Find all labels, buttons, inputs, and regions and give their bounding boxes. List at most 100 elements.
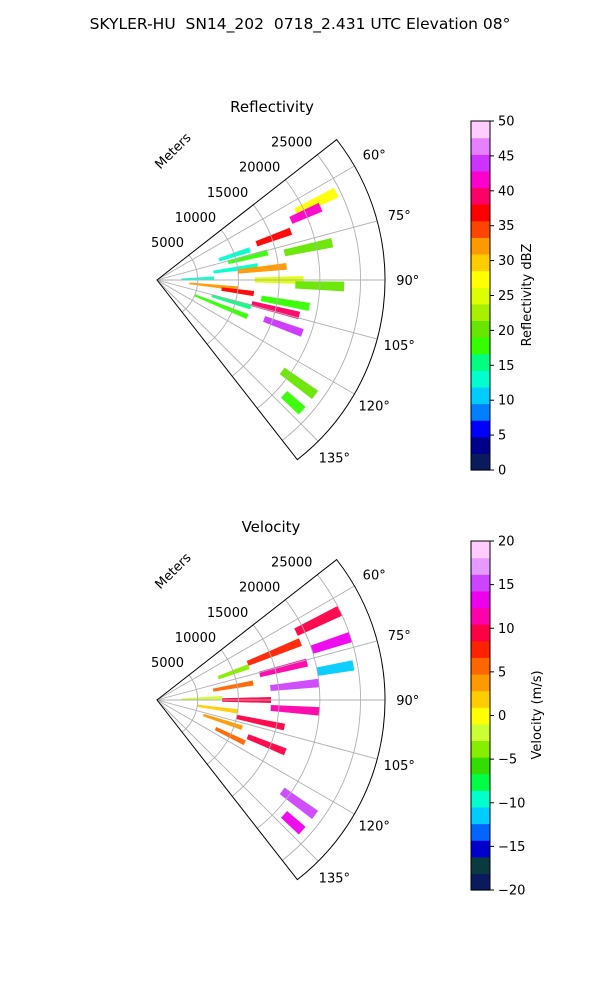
velocity-colorbar-swatch <box>471 541 490 559</box>
reflectivity-colorbar-tick-label: 20 <box>498 324 515 339</box>
reflectivity-colorbar-swatch <box>471 204 490 222</box>
velocity-colorbar: −20 −15 −10 −5 0 5 10 15 20 <box>470 535 525 899</box>
reflectivity-colorbar-tick-label: 15 <box>498 359 515 374</box>
velocity-colorbar-swatch <box>471 624 490 642</box>
velocity-colorbar-tick-label: −15 <box>498 840 525 855</box>
velocity-range-ring <box>256 599 321 829</box>
reflectivity-colorbar-tick-label: 35 <box>498 219 515 234</box>
reflectivity-colorbar-swatch <box>471 253 490 272</box>
velocity-colorbar-tick-label: −20 <box>498 884 525 899</box>
velocity-radial-tick-label: 10000 <box>175 631 216 646</box>
velocity-cell <box>270 704 320 716</box>
reflectivity-cell <box>255 227 293 247</box>
velocity-cell <box>181 696 223 700</box>
reflectivity-colorbar-swatch <box>471 187 490 205</box>
reflectivity-cell <box>237 262 287 274</box>
reflectivity-cell <box>260 295 311 311</box>
velocity-theta-tick-label: 60° <box>363 569 386 584</box>
reflectivity-colorbar-tick-label: 40 <box>498 184 515 199</box>
velocity-azimuth-spoke <box>156 699 378 760</box>
velocity-colorbar-swatch <box>471 856 490 874</box>
reflectivity-colorbar-tick-label: 50 <box>498 115 515 130</box>
reflectivity-colorbar-swatch <box>471 337 490 355</box>
velocity-cell <box>246 734 287 756</box>
velocity-azimuth-spoke <box>156 699 319 862</box>
velocity-theta-tick-label: 90° <box>396 694 419 709</box>
reflectivity-theta-tick-label: 75° <box>388 209 411 224</box>
reflectivity-colorbar-swatch <box>471 137 490 155</box>
reflectivity-range-ring <box>231 204 280 377</box>
velocity-cell <box>246 638 302 666</box>
velocity-colorbar-swatch <box>471 690 490 708</box>
reflectivity-theta-tick-label: 105° <box>384 339 415 354</box>
velocity-colorbar-tick-label: 0 <box>498 709 506 724</box>
reflectivity-range-ring <box>282 154 361 441</box>
reflectivity-azimuth-spoke <box>156 279 355 395</box>
reflectivity-cell <box>194 294 249 319</box>
velocity-cell <box>212 680 254 692</box>
velocity-cell <box>316 660 355 676</box>
velocity-colorbar-tick-label: 5 <box>498 665 506 680</box>
reflectivity-azimuth-spoke <box>156 165 355 281</box>
velocity-colorbar-swatch <box>471 723 490 742</box>
reflectivity-colorbar-swatch <box>471 170 490 189</box>
reflectivity-cell <box>281 391 306 415</box>
reflectivity-polar-axes: 5000 10000 15000 20000 25000 60° 75° 90° 105° 120… <box>151 136 419 467</box>
velocity-cell <box>203 713 243 730</box>
velocity-panel: Velocity 5000 10000 15000 20000 25000 60° 75° 9… <box>151 518 545 899</box>
velocity-cell <box>197 704 238 714</box>
reflectivity-colorbar-swatch <box>471 220 490 238</box>
reflectivity-colorbar-tick-label: 0 <box>498 464 506 479</box>
reflectivity-colorbar-swatch <box>471 287 490 305</box>
reflectivity-colorbar-swatch <box>471 121 490 139</box>
velocity-colorbar-swatch <box>471 590 490 609</box>
velocity-colorbar-tick-label: 20 <box>498 535 515 550</box>
velocity-radial-tick-label: 20000 <box>239 581 280 596</box>
reflectivity-range-ring <box>256 179 321 409</box>
reflectivity-colorbar-swatch <box>471 453 490 471</box>
velocity-cell <box>310 632 353 654</box>
velocity-range-ring <box>206 649 239 765</box>
velocity-colorbar-swatch <box>471 657 490 675</box>
reflectivity-colorbar-swatch <box>471 154 490 172</box>
reflectivity-colorbar-swatch <box>471 303 490 322</box>
velocity-colorbar-swatch <box>471 873 490 891</box>
reflectivity-colorbar-swatch <box>471 237 490 255</box>
velocity-radial-axis-label: Meters <box>153 550 195 592</box>
reflectivity-colorbar-swatch <box>471 353 490 371</box>
reflectivity-cell <box>283 238 334 257</box>
reflectivity-range-ring <box>206 229 239 345</box>
reflectivity-radial-tick-label: 25000 <box>271 136 312 151</box>
velocity-theta-tick-label: 75° <box>388 629 411 644</box>
velocity-radial-tick-label: 25000 <box>271 556 312 571</box>
reflectivity-theta-tick-label: 120° <box>359 399 390 414</box>
reflectivity-cell <box>211 294 252 310</box>
reflectivity-colorbar-swatch <box>471 320 490 338</box>
velocity-azimuth-spoke <box>156 699 355 815</box>
reflectivity-colorbar-tick-label: 25 <box>498 289 515 304</box>
velocity-range-ring <box>231 624 280 797</box>
velocity-colorbar-swatch <box>471 607 490 625</box>
velocity-colorbar-tick-label: 10 <box>498 622 515 637</box>
velocity-radial-tick-label: 15000 <box>207 606 248 621</box>
velocity-colorbar-swatch <box>471 673 490 692</box>
velocity-theta-tick-label: 135° <box>319 871 350 886</box>
reflectivity-range-ring <box>181 254 199 313</box>
velocity-theta-tick-label: 105° <box>384 759 415 774</box>
velocity-colorbar-swatch <box>471 707 490 725</box>
reflectivity-radial-tick-label: 20000 <box>239 161 280 176</box>
velocity-colorbar-swatch <box>471 757 490 775</box>
velocity-cell <box>294 606 343 636</box>
velocity-colorbar-swatch <box>471 557 490 575</box>
velocity-title: Velocity <box>242 518 301 536</box>
velocity-cell <box>236 714 286 731</box>
velocity-radial-tick-label: 5000 <box>151 656 184 671</box>
reflectivity-colorbar-swatch <box>471 370 490 388</box>
velocity-azimuth-spoke <box>156 640 378 701</box>
velocity-cell <box>281 811 306 835</box>
reflectivity-sector-frame <box>156 138 386 461</box>
velocity-colorbar-swatch <box>471 773 490 791</box>
velocity-colorbar-swatch <box>471 840 490 858</box>
velocity-range-ring <box>181 674 199 733</box>
